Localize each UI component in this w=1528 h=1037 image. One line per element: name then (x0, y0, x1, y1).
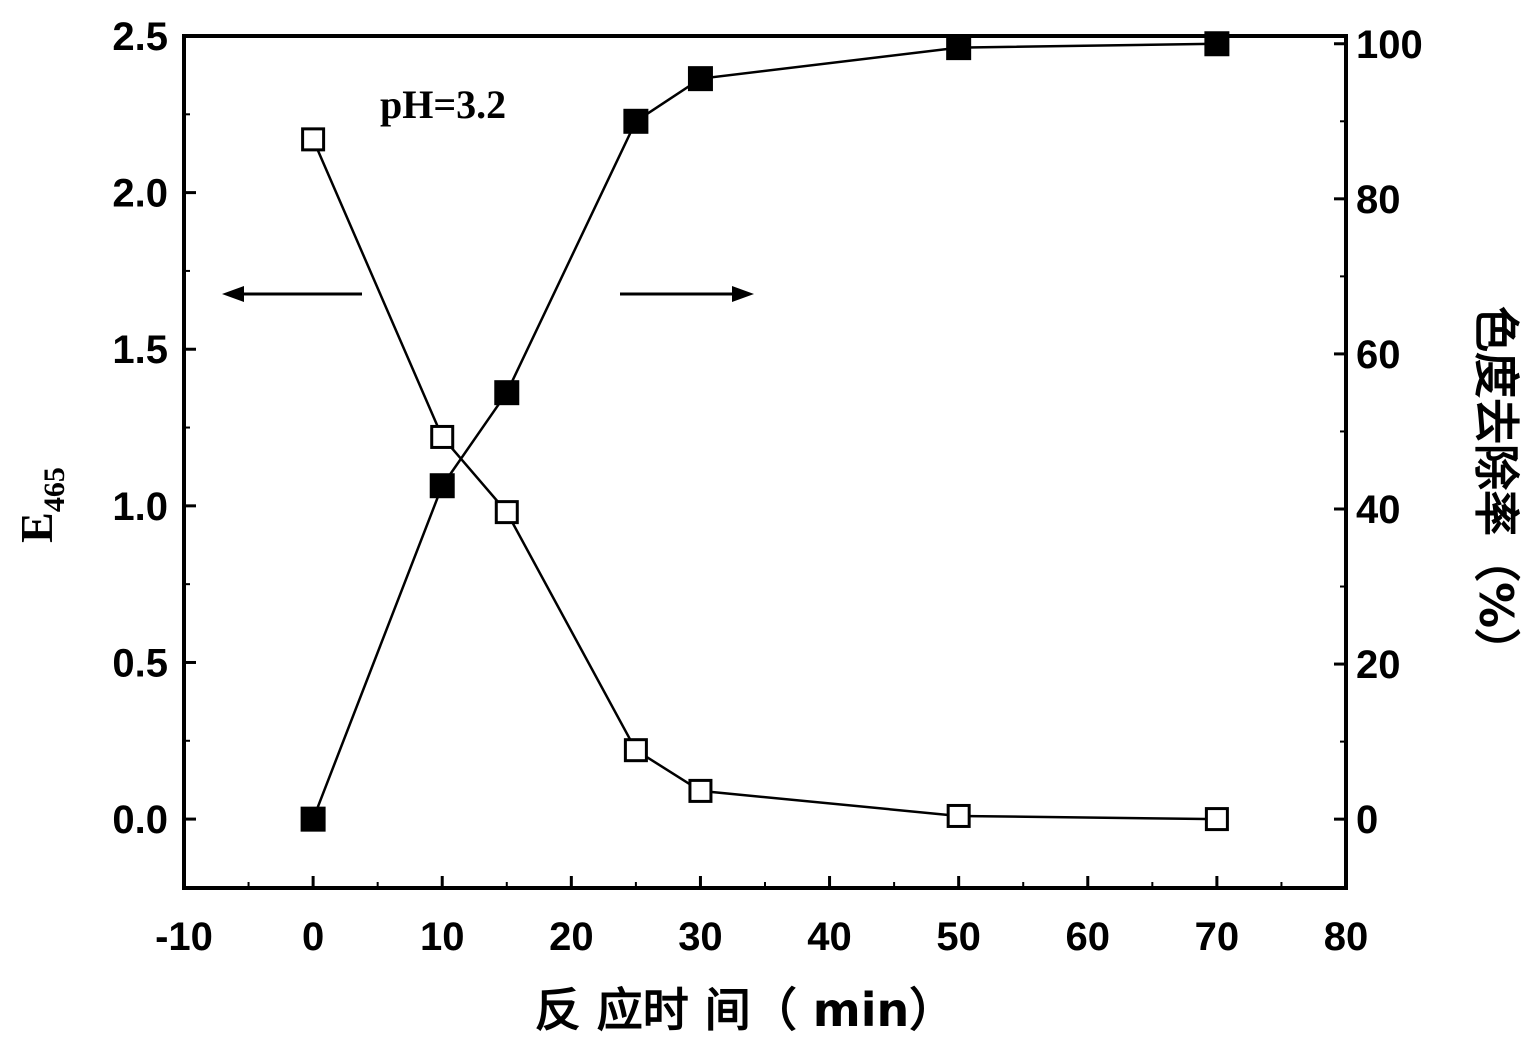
x-tick-label: 30 (678, 915, 723, 959)
x-tick-label: 40 (807, 915, 852, 959)
x-tick-label: 80 (1324, 915, 1369, 959)
x-tick-label: 50 (936, 915, 981, 959)
left-y-tick-label: 0.5 (112, 641, 168, 685)
removal-rate-point (687, 66, 713, 92)
e465-point (688, 778, 713, 803)
svg-text:E465: E465 (11, 467, 71, 543)
left-arrow-head (222, 286, 244, 302)
x-axis-ticks: -10 0 10 20 30 40 50 60 70 80 (155, 876, 1368, 959)
svg-text:色度去除率（%）: 色度去除率（%） (1469, 306, 1523, 674)
left-y-tick-label: 0.0 (112, 798, 168, 842)
series-layer (300, 31, 1230, 832)
right-y-tick-label: 80 (1356, 178, 1401, 222)
left-y-tick-label: 2.0 (112, 172, 168, 216)
removal-rate-point (300, 806, 326, 832)
x-axis-title: 反 应时 间（ min） (535, 983, 956, 1037)
right-arrow-head (732, 286, 754, 302)
removal-rate-point (1204, 31, 1230, 57)
e465-point (623, 738, 648, 763)
e465-point (430, 424, 455, 449)
left-y-tick-label: 1.0 (112, 485, 168, 529)
x-tick-label: 10 (420, 915, 465, 959)
right-y-tick-label: 0 (1356, 798, 1378, 842)
e465-point (946, 803, 971, 828)
removal-rate-point (494, 380, 520, 406)
right-y-tick-label: 100 (1356, 23, 1423, 67)
right-y-tick-label: 60 (1356, 333, 1401, 377)
left-y-axis-title-main: E (11, 512, 62, 543)
right-y-axis-title: 色度去除率（%） (1469, 306, 1523, 674)
right-y-axis-ticks: 0 20 40 60 80 100 (1334, 23, 1423, 842)
ph-annotation: pH=3.2 (380, 82, 506, 127)
x-tick-label: 20 (549, 915, 594, 959)
e465-point (1204, 807, 1229, 832)
left-y-axis-ticks: 0.0 0.5 1.0 1.5 2.0 2.5 (112, 15, 196, 842)
x-tick-label: 60 (1066, 915, 1111, 959)
left-y-axis-title-sub: 465 (38, 467, 71, 512)
right-y-tick-label: 20 (1356, 643, 1401, 687)
right-y-tick-label: 40 (1356, 488, 1401, 532)
direction-arrows (222, 286, 754, 302)
x-tick-label: -10 (155, 915, 213, 959)
removal-rate-point (623, 108, 649, 134)
x-tick-label: 70 (1195, 915, 1240, 959)
e465-point (301, 127, 326, 152)
removal-rate-point (946, 35, 972, 61)
x-tick-label: 0 (302, 915, 324, 959)
removal-rate-point (429, 473, 455, 499)
left-y-axis-title: E465 (11, 467, 71, 543)
e465-point (494, 500, 519, 525)
left-y-tick-label: 2.5 (112, 15, 168, 59)
plot-frame (182, 34, 1348, 890)
left-y-tick-label: 1.5 (112, 328, 168, 372)
